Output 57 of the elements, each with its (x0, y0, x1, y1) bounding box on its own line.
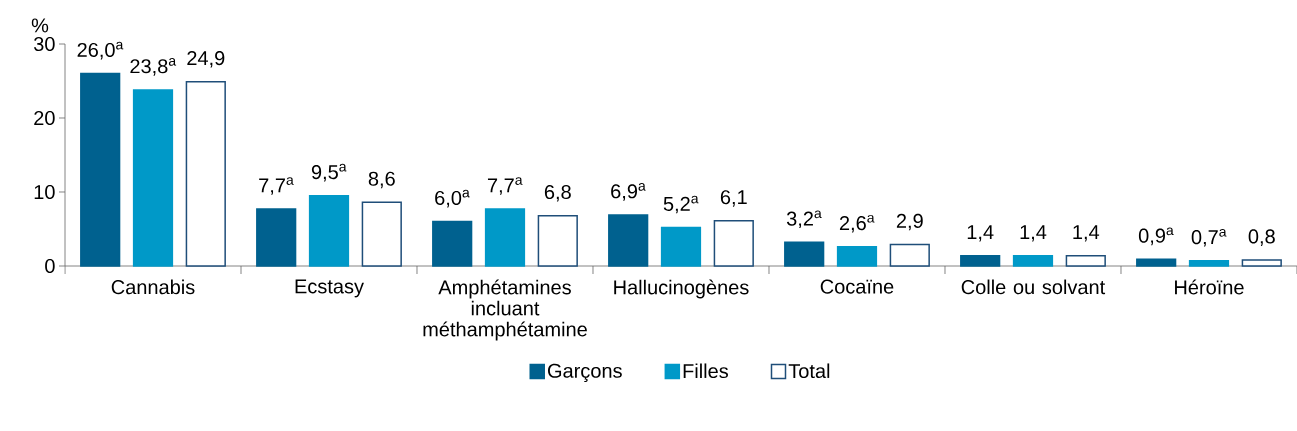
x-tick-label: Cocaïne (820, 279, 894, 294)
bar (713, 220, 754, 267)
bar (1241, 259, 1282, 267)
bar (256, 208, 297, 267)
data-label: 5,2$^{a}$ (663, 195, 699, 214)
data-label: 7,7$^{a}$ (487, 177, 523, 195)
y-axis-title: % (31, 18, 49, 33)
data-label: 1,4 (1073, 225, 1100, 242)
bar (432, 220, 473, 267)
bar (836, 246, 878, 267)
bar (1188, 260, 1230, 267)
bar (361, 201, 402, 267)
data-label: 2,6$^{a}$ (839, 214, 875, 233)
y-tick-label: 30 (33, 36, 55, 52)
data-label: 24,9 (187, 51, 225, 68)
data-label: 26,0$^{a}$ (77, 41, 124, 60)
bar (660, 226, 702, 267)
legend-label: Garçons (547, 363, 622, 382)
data-label: 1,4 (967, 225, 994, 242)
bar (132, 89, 174, 267)
data-label: 9,5$^{a}$ (311, 163, 347, 182)
data-label: 1,4 (1020, 225, 1047, 242)
data-label: 0,8 (1248, 229, 1275, 246)
bar (784, 241, 825, 267)
data-label: 6,8 (544, 184, 571, 202)
y-tick-label: 10 (34, 184, 55, 200)
data-label: 3,2$^{a}$ (786, 210, 822, 229)
legend-label: Filles (683, 363, 728, 379)
bar (1065, 254, 1106, 267)
y-tick-label: 0 (45, 258, 55, 274)
bar (960, 254, 1001, 267)
bar (484, 208, 526, 267)
data-label: 7,7$^{a}$ (259, 177, 294, 195)
x-tick-label: Cannabis (111, 279, 195, 295)
data-label: 0,7$^{a}$ (1191, 228, 1227, 247)
y-tick-label: 20 (34, 110, 55, 126)
bar (537, 214, 578, 267)
bar (185, 80, 226, 267)
bar (889, 243, 930, 267)
bar (80, 72, 121, 267)
bar (1012, 254, 1054, 267)
x-tick-label: Héroïne (1175, 279, 1244, 295)
legend-label: Total (788, 363, 830, 379)
bar (608, 214, 649, 267)
data-label: 6,1 (720, 190, 747, 207)
data-label: 6,0$^{a}$ (435, 189, 470, 208)
x-tick-label: Amphétamines incluant méthamphétamine (423, 279, 587, 341)
bar (308, 194, 350, 267)
data-label: 8,6 (368, 171, 395, 189)
x-tick-label: Hallucinogènes (614, 279, 749, 299)
data-label: 6,9$^{a}$ (611, 183, 646, 201)
x-tick-label: Ecstasy (295, 279, 364, 298)
data-label: 23,8$^{a}$ (130, 58, 177, 76)
data-label: 2,9 (896, 213, 923, 231)
bar (1136, 258, 1177, 267)
data-label: 0,9$^{a}$ (1138, 227, 1174, 246)
x-tick-label: Colle ou solvant (961, 279, 1106, 295)
